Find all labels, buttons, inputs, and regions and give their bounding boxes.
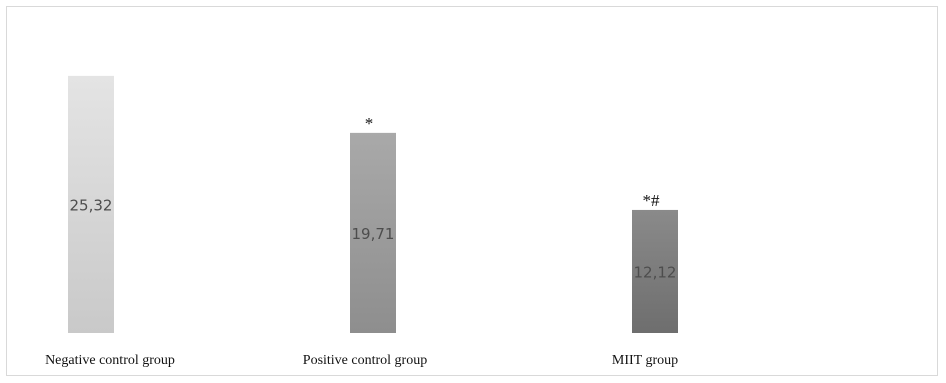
bars-layer	[68, 75, 678, 334]
significance-annotation-3: *#	[643, 191, 661, 210]
bar-3	[632, 209, 678, 333]
bar-value-label-3: 12,12	[634, 263, 677, 281]
bar-value-label-1: 25,32	[70, 196, 113, 214]
labels-layer: 25,32 Negative control group 19,71 * Positiv…	[45, 114, 678, 368]
category-label-1: Negative control group	[45, 353, 175, 368]
bar-value-label-2: 19,71	[352, 225, 395, 243]
category-label-2: Positive control group	[303, 353, 427, 368]
significance-annotation-2: *	[365, 114, 374, 133]
bar-chart: 25,32 Negative control group 19,71 * Positiv…	[45, 75, 678, 368]
bar-1	[68, 75, 114, 334]
category-label-3: MIIT group	[612, 353, 678, 368]
chart-frame: 25,32 Negative control group 19,71 * Positiv…	[6, 6, 938, 376]
bar-2	[350, 132, 396, 333]
